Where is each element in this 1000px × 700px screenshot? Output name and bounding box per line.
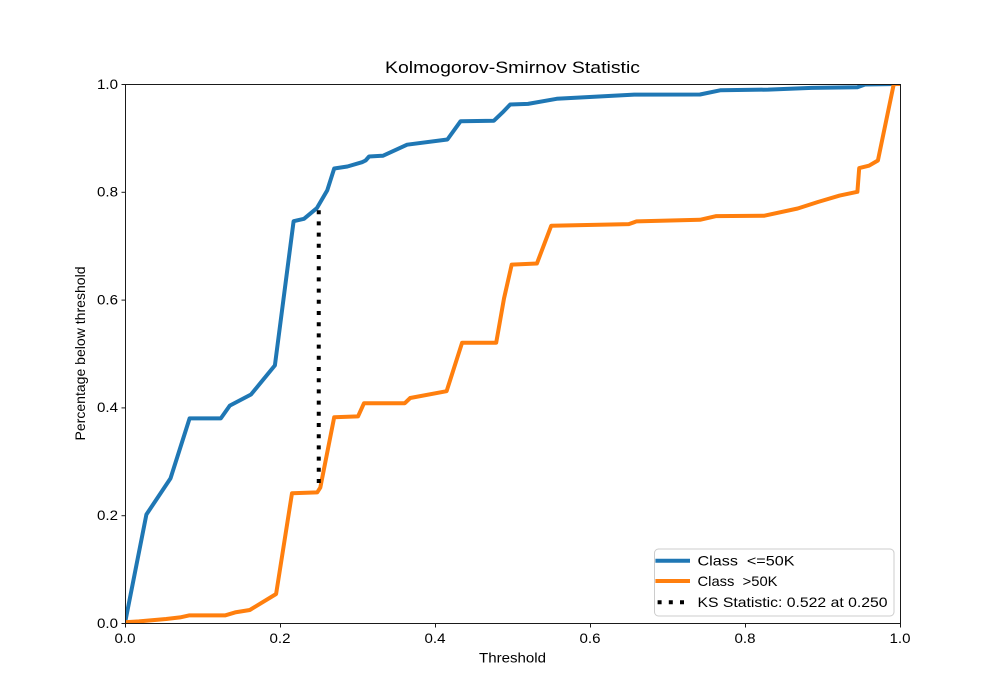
- svg-text:0.0: 0.0: [115, 630, 136, 646]
- svg-text:1.0: 1.0: [97, 76, 118, 92]
- svg-text:0.0: 0.0: [97, 615, 118, 631]
- svg-text:KS Statistic: 0.522 at 0.250: KS Statistic: 0.522 at 0.250: [698, 594, 888, 610]
- svg-text:0.4: 0.4: [97, 399, 118, 415]
- svg-text:0.8: 0.8: [735, 630, 756, 646]
- svg-text:0.4: 0.4: [425, 630, 446, 646]
- svg-text:0.8: 0.8: [97, 184, 118, 200]
- svg-text:Class <=50K: Class <=50K: [698, 553, 796, 569]
- svg-text:1.0: 1.0: [890, 630, 911, 646]
- svg-text:Threshold: Threshold: [479, 650, 546, 666]
- svg-text:0.2: 0.2: [270, 630, 291, 646]
- svg-text:Class >50K: Class >50K: [698, 573, 779, 589]
- svg-text:Kolmogorov-Smirnov Statistic: Kolmogorov-Smirnov Statistic: [385, 58, 640, 77]
- svg-text:0.6: 0.6: [580, 630, 601, 646]
- svg-text:0.2: 0.2: [97, 507, 118, 523]
- svg-text:0.6: 0.6: [97, 291, 118, 307]
- svg-text:Percentage below threshold: Percentage below threshold: [72, 267, 88, 441]
